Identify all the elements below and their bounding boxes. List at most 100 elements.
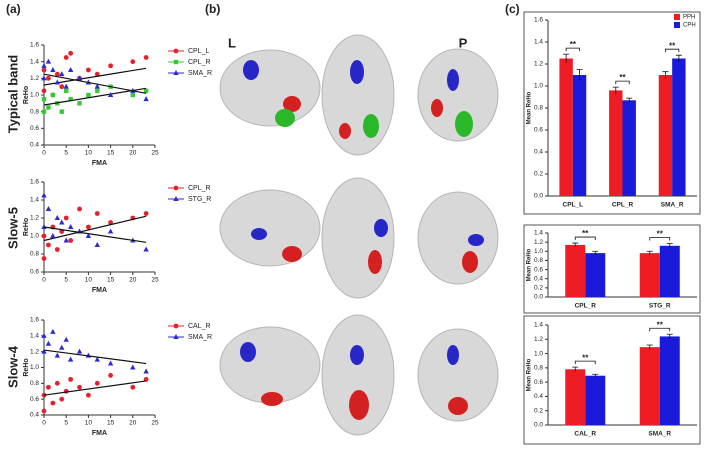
fit-line: [43, 226, 147, 243]
chart-frame: [523, 315, 701, 445]
error-bar: [612, 86, 619, 94]
y-tick-label: 0.4: [534, 275, 543, 282]
y-tick-label: 0.6: [534, 379, 543, 386]
region: [261, 392, 283, 406]
bar: [585, 253, 606, 297]
error-bar: [666, 333, 673, 339]
row-label: Slow-5: [5, 207, 20, 249]
legend-marker: [173, 185, 179, 191]
row-label: Typical band: [5, 55, 20, 134]
brain-back: [417, 48, 499, 142]
panel-label: (c): [505, 2, 520, 16]
y-tick-label: 0.6: [30, 269, 39, 276]
point: [41, 256, 47, 261]
point: [50, 328, 56, 334]
y-tick-label: 1.4: [534, 39, 543, 46]
x-tick-label: 15: [107, 420, 115, 427]
error-bar: [675, 54, 682, 62]
point: [130, 59, 136, 65]
point: [107, 228, 114, 234]
x-tick-label: 10: [85, 277, 93, 284]
significance-bracket: [665, 48, 680, 53]
significance-label: **: [570, 40, 577, 49]
error-bar: [592, 250, 599, 255]
y-tick-label: 1.0: [30, 233, 39, 240]
point: [143, 211, 149, 216]
point: [54, 380, 60, 386]
point: [59, 219, 65, 225]
y-tick-label: 1.2: [534, 336, 543, 343]
brain-top: [321, 34, 395, 156]
bar: [559, 58, 573, 196]
x-tick-label: 5: [64, 277, 68, 284]
bar: [622, 100, 636, 196]
x-tick-label: 0: [42, 277, 46, 284]
y-tick-label: 1.6: [534, 17, 543, 24]
y-tick-label: 0.8: [534, 365, 543, 372]
point: [50, 233, 56, 238]
error-bar: [646, 250, 653, 255]
y-tick-label: 0.4: [534, 393, 543, 400]
x-tick-label: 0: [42, 150, 46, 157]
panel-label: (b): [205, 2, 220, 16]
point: [107, 360, 114, 366]
fit-line: [43, 73, 147, 94]
point: [68, 376, 74, 382]
point: [67, 67, 74, 72]
error-bar: [592, 373, 599, 378]
region: [283, 96, 301, 112]
point: [46, 384, 51, 390]
x-tick-label: SMA_R: [661, 202, 684, 209]
point: [54, 247, 60, 252]
legend-label: CPL_L: [188, 48, 210, 55]
point: [41, 224, 47, 229]
y-tick-label: 1.2: [30, 75, 39, 82]
point: [130, 92, 135, 98]
point: [41, 62, 47, 68]
region: [363, 114, 379, 138]
legend-label: PPH: [683, 15, 695, 21]
point: [59, 71, 65, 77]
region: [275, 109, 295, 127]
x-tick-label: 20: [129, 420, 137, 427]
point: [46, 105, 51, 110]
x-tick-label: 15: [107, 150, 115, 157]
point: [41, 96, 47, 102]
point: [46, 242, 51, 248]
brain-top: [321, 177, 395, 299]
point: [63, 83, 69, 89]
brain-top: [321, 314, 395, 436]
significance-bracket: [574, 360, 596, 365]
x-tick-label: 5: [64, 420, 68, 427]
row-label: Slow-4: [5, 345, 20, 388]
legend-marker: [173, 70, 179, 75]
point: [50, 67, 56, 72]
error-bar: [662, 71, 669, 79]
region: [468, 234, 484, 246]
error-bar: [563, 53, 570, 63]
point: [95, 88, 100, 94]
y-tick-label: 0.8: [534, 257, 543, 264]
y-tick-label: 1.0: [534, 83, 543, 90]
error-bar: [576, 69, 583, 81]
point: [77, 206, 82, 212]
fit-line: [43, 380, 147, 396]
brain-side: [219, 189, 321, 267]
region: [447, 69, 459, 91]
y-tick-label: 1.4: [534, 230, 543, 237]
view-label: L: [228, 35, 236, 50]
bar: [565, 369, 586, 425]
y-axis-label: ReHo: [23, 86, 30, 104]
x-tick-label: CAL_R: [574, 431, 596, 438]
significance-label: **: [657, 320, 664, 329]
y-tick-label: 0.8: [30, 108, 39, 115]
y-tick-label: 0.4: [30, 412, 39, 419]
point: [108, 63, 113, 69]
point: [41, 67, 47, 73]
significance-bracket: [615, 80, 630, 85]
fit-line: [43, 215, 147, 242]
brain-regions: [240, 60, 484, 420]
legend-marker: [173, 48, 179, 54]
legend-label: SMA_R: [188, 70, 212, 77]
y-tick-label: 0.8: [30, 380, 39, 387]
